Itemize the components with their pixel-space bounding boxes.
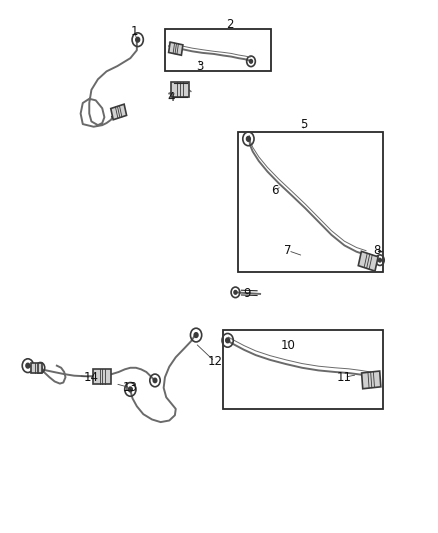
Bar	[31, 363, 42, 373]
Circle shape	[250, 60, 253, 63]
Text: 4: 4	[168, 91, 175, 104]
Circle shape	[226, 338, 230, 343]
Text: 8: 8	[373, 244, 381, 257]
Bar	[171, 83, 189, 97]
Text: 13: 13	[123, 381, 138, 394]
Text: 6: 6	[272, 183, 279, 197]
Text: 3: 3	[196, 60, 203, 72]
Text: 2: 2	[226, 19, 233, 31]
Text: 12: 12	[207, 355, 222, 368]
Bar	[358, 252, 378, 271]
Bar	[93, 369, 111, 384]
Circle shape	[153, 378, 157, 383]
Circle shape	[136, 37, 140, 42]
Circle shape	[26, 364, 30, 368]
Circle shape	[247, 136, 251, 141]
Circle shape	[194, 333, 198, 337]
Text: 14: 14	[84, 371, 99, 384]
Circle shape	[234, 290, 237, 294]
Bar	[362, 371, 381, 389]
Circle shape	[39, 366, 42, 369]
Bar	[111, 104, 127, 120]
Bar	[223, 330, 383, 409]
Text: 5: 5	[300, 118, 307, 131]
Bar	[169, 42, 183, 55]
Text: 9: 9	[244, 287, 251, 301]
Bar	[238, 132, 383, 272]
Text: 11: 11	[337, 371, 352, 384]
Text: 10: 10	[281, 339, 296, 352]
Circle shape	[128, 387, 132, 392]
Circle shape	[378, 259, 381, 262]
Bar	[165, 29, 271, 71]
Text: 1: 1	[131, 25, 138, 38]
Text: 7: 7	[284, 244, 292, 257]
